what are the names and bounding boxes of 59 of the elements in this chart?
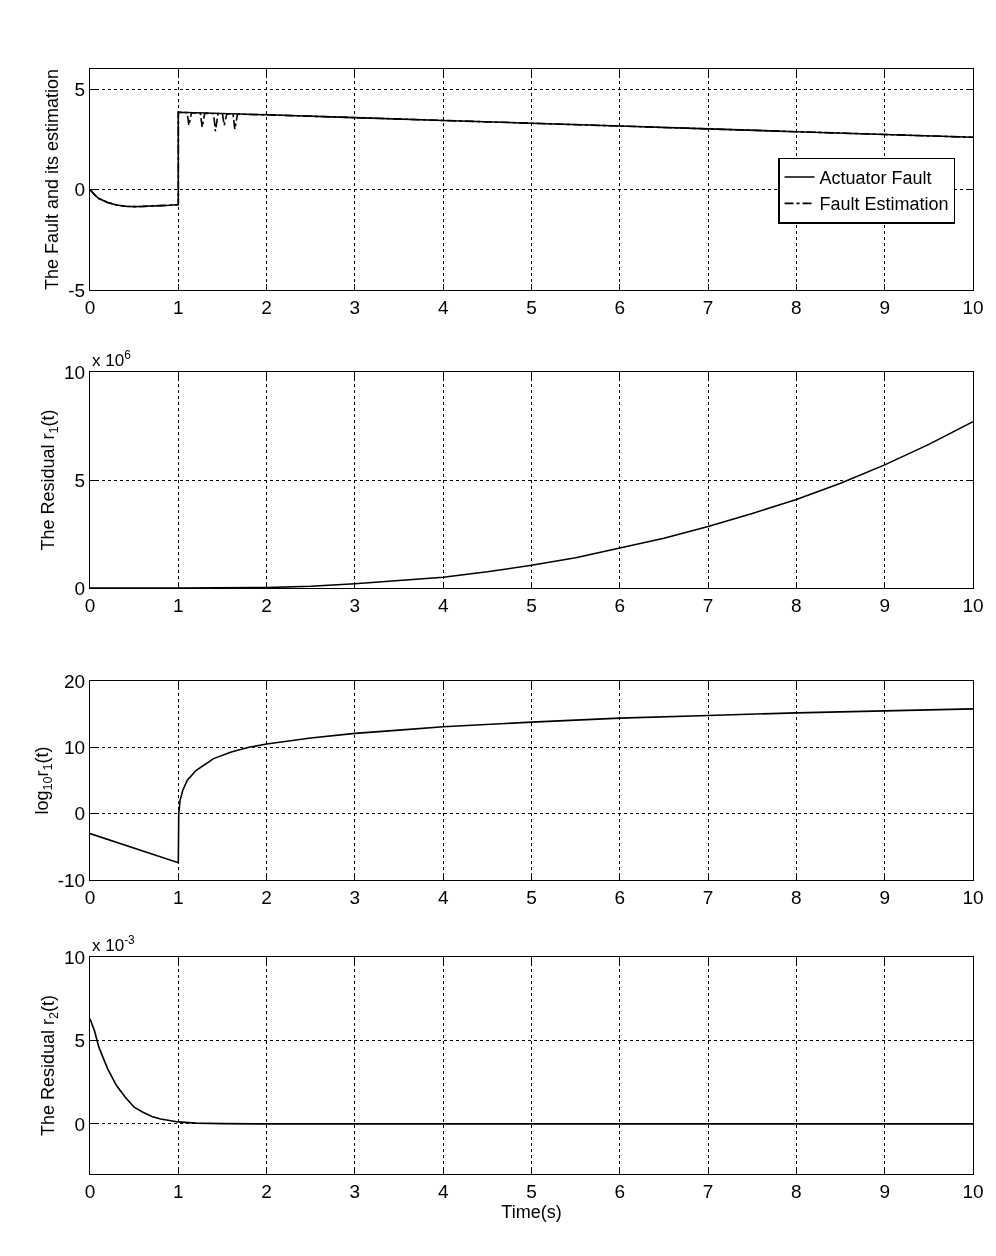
- y-tick-label: 10: [63, 361, 86, 383]
- x-tick-label: 3: [349, 1180, 361, 1202]
- x-tick-label: 7: [702, 886, 714, 908]
- x-tick-label: 3: [349, 296, 361, 318]
- x-tick-label: 3: [349, 594, 361, 616]
- y-axis-title: The Fault and its estimation: [42, 68, 63, 291]
- y-tick-label: -5: [68, 279, 86, 301]
- y-tick-label: 0: [74, 179, 86, 201]
- x-tick-label: 5: [526, 1180, 537, 1202]
- y-tick-label: 5: [74, 469, 86, 491]
- x-tick-label: 3: [349, 886, 361, 908]
- x-tick-label: 1: [173, 296, 184, 318]
- x-tick-label: 8: [791, 594, 802, 616]
- x-tick-label: 10: [962, 886, 984, 908]
- x-tick-label: 2: [261, 886, 272, 908]
- x-tick-label: 4: [437, 886, 449, 908]
- x-tick-label: 8: [791, 1180, 802, 1202]
- x-tick-label: 2: [261, 296, 272, 318]
- x-tick-label: 6: [614, 594, 626, 616]
- x-tick-label: 4: [437, 594, 449, 616]
- x-tick-label: 7: [702, 296, 714, 318]
- x-axis-title: Time(s): [501, 1202, 562, 1222]
- x-tick-label: 1: [173, 1180, 184, 1202]
- y-tick-label: 10: [63, 736, 86, 758]
- x-tick-label: 10: [962, 1180, 984, 1202]
- y-tick-label: 0: [74, 1113, 86, 1135]
- x-tick-label: 5: [526, 296, 537, 318]
- x-tick-label: 6: [614, 296, 626, 318]
- x-tick-label: 6: [614, 886, 626, 908]
- x-tick-label: 5: [526, 594, 537, 616]
- x-tick-label: 2: [261, 1180, 272, 1202]
- x-tick-label: 8: [791, 886, 802, 908]
- text: x 10$^{6}$: [92, 348, 132, 371]
- y-tick-label: 0: [74, 803, 86, 825]
- x-tick-label: 1: [173, 886, 184, 908]
- y-tick-label: 0: [74, 577, 86, 599]
- x-tick-label: 9: [879, 296, 890, 318]
- y-tick-label: 5: [74, 78, 86, 100]
- x-tick-label: 4: [437, 1180, 449, 1202]
- x-tick-label: 2: [261, 594, 272, 616]
- x-tick-label: 4: [437, 296, 449, 318]
- y-tick-label: 10: [63, 946, 86, 968]
- x-tick-label: 1: [173, 594, 184, 616]
- x-tick-label: 7: [702, 1180, 714, 1202]
- x-tick-label: 9: [879, 1180, 890, 1202]
- legend-label: Fault Estimation: [819, 194, 949, 215]
- x-tick-label: 10: [962, 594, 984, 616]
- x-tick-label: 7: [702, 594, 714, 616]
- x-tick-label: 9: [879, 886, 890, 908]
- y-tick-label: 5: [74, 1030, 86, 1052]
- x-tick-label: 8: [791, 296, 802, 318]
- x-tick-label: 10: [962, 296, 984, 318]
- x-tick-label: 9: [879, 594, 890, 616]
- text: x 10$^{-3}$: [92, 933, 136, 956]
- legend-label: Actuator Fault: [819, 167, 932, 188]
- y-tick-label: -10: [57, 869, 86, 891]
- y-tick-label: 20: [63, 670, 86, 692]
- x-tick-label: 6: [614, 1180, 626, 1202]
- x-tick-label: 5: [526, 886, 537, 908]
